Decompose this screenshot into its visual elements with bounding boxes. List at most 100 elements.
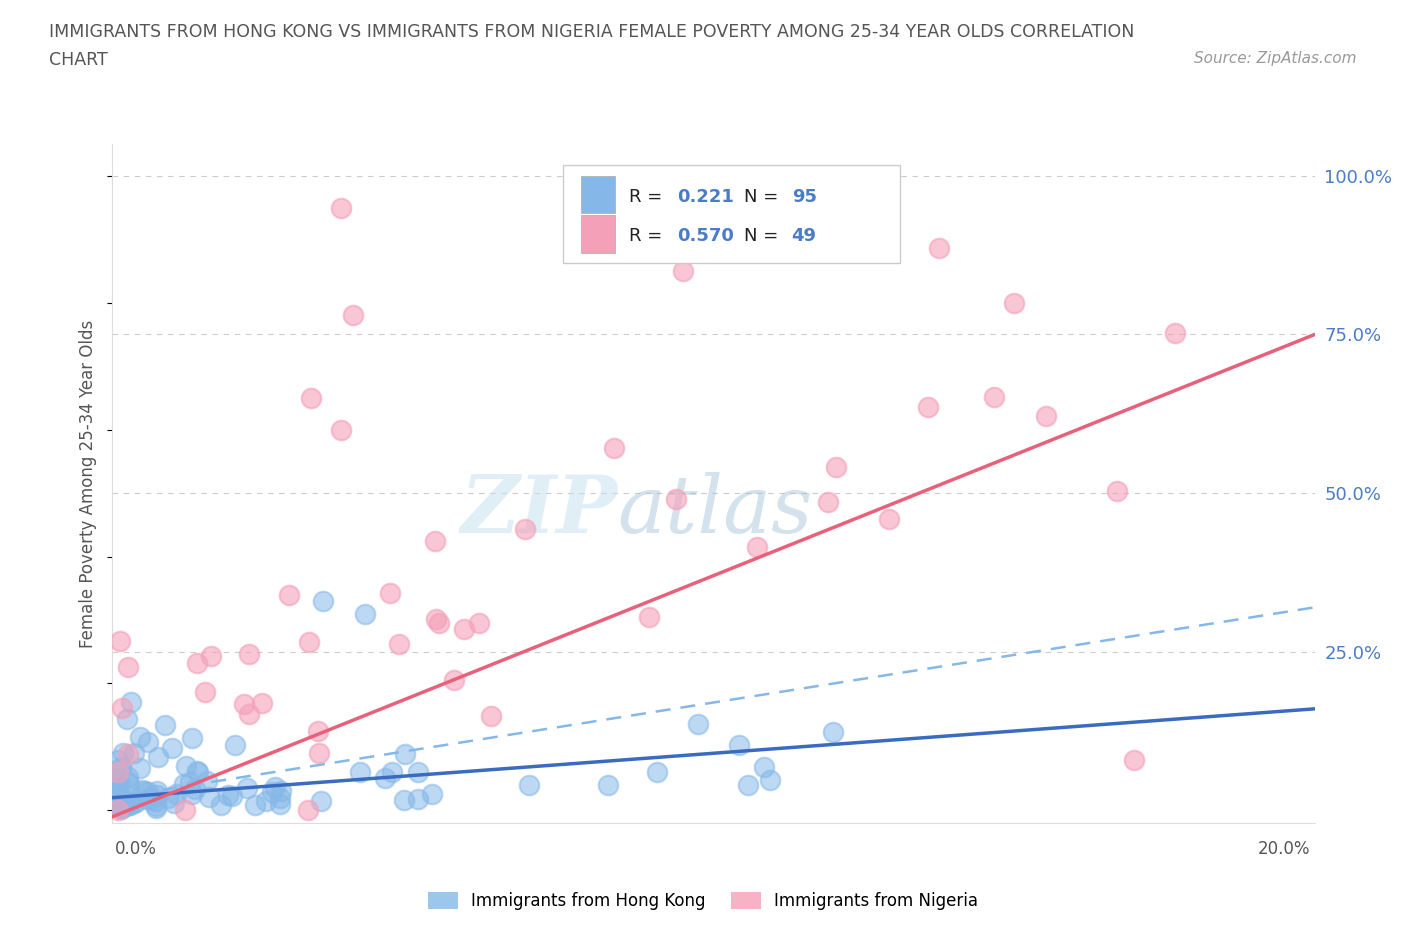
- Point: [645, 764, 668, 779]
- Point: [111, 801, 134, 816]
- Point: [342, 308, 364, 323]
- Text: IMMIGRANTS FROM HONG KONG VS IMMIGRANTS FROM NIGERIA FEMALE POVERTY AMONG 25-34 : IMMIGRANTS FROM HONG KONG VS IMMIGRANTS …: [49, 23, 1135, 41]
- Point: [180, 730, 202, 745]
- Point: [110, 760, 132, 775]
- Point: [238, 707, 260, 722]
- Point: [917, 400, 939, 415]
- Point: [145, 783, 167, 798]
- Point: [194, 684, 217, 699]
- Point: [186, 764, 208, 778]
- Point: [236, 780, 259, 795]
- Point: [107, 783, 129, 798]
- Point: [759, 773, 782, 788]
- Point: [108, 777, 131, 792]
- Point: [1035, 408, 1057, 423]
- Point: [453, 621, 475, 636]
- Point: [817, 495, 839, 510]
- Point: [145, 801, 167, 816]
- Point: [122, 795, 145, 810]
- Point: [107, 796, 129, 811]
- Text: 95: 95: [792, 188, 817, 206]
- Point: [108, 762, 131, 777]
- Point: [312, 593, 335, 608]
- Point: [110, 800, 132, 815]
- Point: [745, 540, 768, 555]
- Point: [603, 441, 626, 456]
- Point: [131, 782, 153, 797]
- Point: [983, 389, 1005, 404]
- Point: [297, 803, 319, 817]
- Text: 20.0%: 20.0%: [1258, 840, 1310, 857]
- Point: [425, 611, 447, 626]
- Point: [425, 534, 447, 549]
- Point: [263, 779, 285, 794]
- FancyBboxPatch shape: [564, 165, 900, 263]
- Point: [129, 729, 152, 744]
- Y-axis label: Female Poverty Among 25-34 Year Olds: Female Poverty Among 25-34 Year Olds: [79, 320, 97, 647]
- Point: [110, 633, 132, 648]
- Point: [107, 752, 129, 767]
- Point: [117, 769, 139, 784]
- Point: [187, 764, 209, 779]
- Point: [1164, 326, 1187, 340]
- Point: [598, 778, 620, 793]
- Point: [824, 459, 846, 474]
- Point: [517, 777, 540, 792]
- Point: [146, 787, 169, 802]
- Point: [329, 422, 352, 437]
- Point: [217, 788, 239, 803]
- Point: [374, 771, 396, 786]
- Point: [145, 793, 167, 808]
- Point: [117, 747, 139, 762]
- Point: [179, 775, 201, 790]
- Point: [107, 795, 129, 810]
- Text: 49: 49: [792, 227, 817, 245]
- Point: [181, 787, 204, 802]
- Point: [117, 659, 139, 674]
- Text: Source: ZipAtlas.com: Source: ZipAtlas.com: [1194, 51, 1357, 66]
- Text: atlas: atlas: [617, 472, 813, 550]
- Text: CHART: CHART: [49, 51, 108, 69]
- Point: [107, 792, 129, 807]
- Point: [221, 789, 243, 804]
- Point: [107, 786, 129, 801]
- Point: [737, 777, 759, 792]
- Point: [468, 616, 491, 631]
- Point: [120, 795, 142, 810]
- Text: 0.570: 0.570: [678, 227, 734, 245]
- Point: [209, 798, 232, 813]
- Point: [307, 724, 329, 738]
- Point: [269, 790, 291, 805]
- Point: [111, 799, 134, 814]
- Point: [107, 764, 129, 779]
- Point: [118, 797, 141, 812]
- Text: 0.221: 0.221: [678, 188, 734, 206]
- Point: [224, 738, 246, 753]
- Point: [1123, 752, 1146, 767]
- Point: [270, 784, 292, 799]
- Point: [139, 792, 162, 807]
- Point: [349, 764, 371, 779]
- Point: [299, 391, 322, 405]
- Point: [200, 648, 222, 663]
- Point: [254, 794, 277, 809]
- Point: [406, 764, 429, 779]
- Point: [354, 606, 377, 621]
- Point: [443, 672, 465, 687]
- Point: [120, 695, 142, 710]
- Point: [112, 745, 135, 760]
- Point: [145, 799, 167, 814]
- Point: [727, 737, 749, 752]
- Point: [198, 790, 221, 804]
- Point: [184, 782, 207, 797]
- Point: [118, 798, 141, 813]
- Text: R =: R =: [630, 188, 668, 206]
- Point: [165, 787, 187, 802]
- Point: [186, 656, 208, 671]
- Text: 0.0%: 0.0%: [115, 840, 157, 857]
- Point: [125, 795, 148, 810]
- Point: [173, 803, 195, 817]
- Point: [160, 740, 183, 755]
- Point: [638, 610, 661, 625]
- Point: [665, 492, 688, 507]
